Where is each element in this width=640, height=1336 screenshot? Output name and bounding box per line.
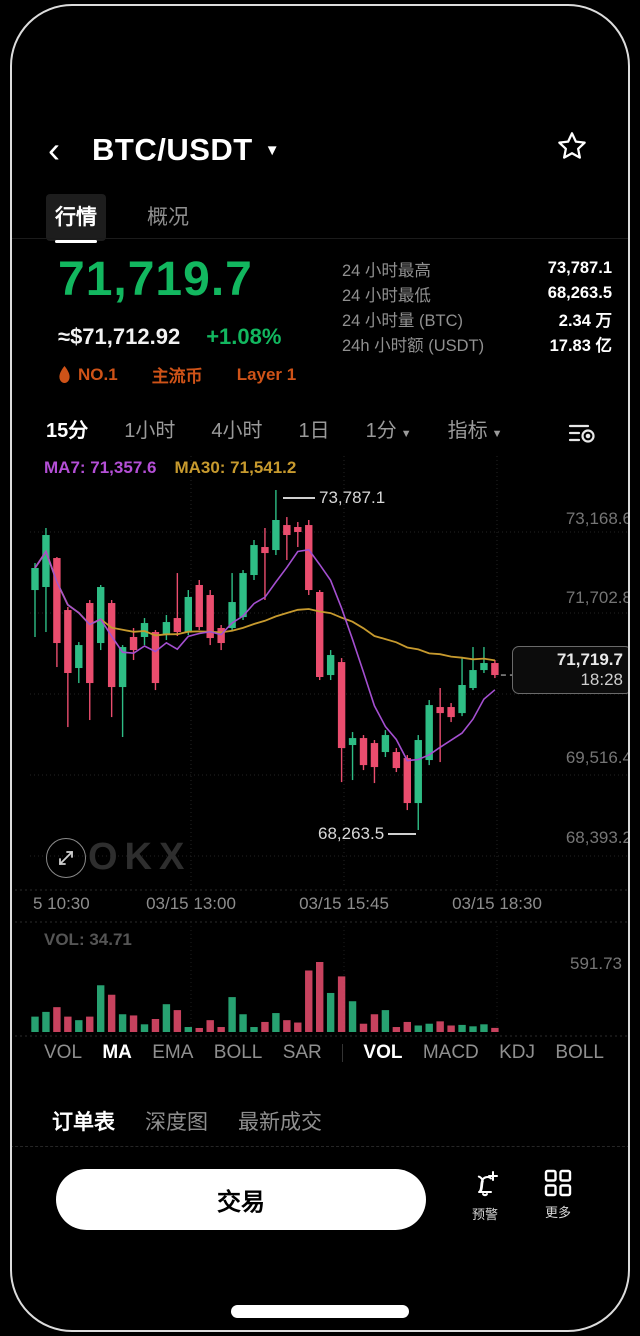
x-axis-label: 03/15 15:45	[299, 894, 389, 914]
tab-深度图[interactable]: 深度图	[145, 1106, 208, 1136]
last-price: 71,719.7	[58, 252, 253, 307]
indicator-ema-2[interactable]: EMA	[152, 1042, 193, 1064]
more-label: 更多	[545, 1202, 571, 1221]
badge-row: NO.1 主流币 Layer 1	[58, 362, 296, 387]
y-axis-label: 68,393.2	[566, 828, 630, 848]
divider	[342, 1044, 343, 1062]
pair-selector[interactable]: BTC/USDT ▼	[92, 132, 280, 168]
stat-row: 24 小时量 (BTC) 2.34 万	[342, 306, 612, 331]
x-axis-label: 03/15 18:30	[452, 894, 542, 914]
stat-row: 24 小时最低 68,263.5	[342, 281, 612, 306]
more-button[interactable]: 更多	[526, 1168, 590, 1221]
stat-value: 17.83 亿	[550, 332, 612, 356]
back-icon[interactable]: ‹	[48, 132, 60, 168]
trade-button[interactable]: 交易	[56, 1169, 426, 1230]
last-price-badge[interactable]: 71,719.7 18:28	[512, 646, 630, 694]
timeframe-1小时[interactable]: 1小时	[124, 414, 175, 443]
candlestick-chart[interactable]	[10, 450, 630, 1040]
high-annotation: 73,787.1	[283, 488, 385, 508]
stat-value: 2.34 万	[559, 307, 612, 331]
tab-订单表[interactable]: 订单表	[52, 1106, 115, 1136]
ma7-label: MA7: 71,357.6	[44, 458, 156, 478]
divider	[10, 1146, 630, 1147]
chevron-down-icon: ▼	[265, 142, 280, 159]
indicator-vol-0[interactable]: VOL	[44, 1042, 82, 1064]
volume-max-label: 591.73	[570, 954, 622, 974]
home-indicator[interactable]	[231, 1305, 409, 1318]
timeframe-4小时[interactable]: 4小时	[211, 414, 262, 443]
timeframe-1分[interactable]: 1分▼	[366, 414, 412, 443]
badge-price: 71,719.7	[521, 650, 623, 670]
page-title: BTC/USDT	[92, 132, 253, 168]
flame-icon	[58, 366, 71, 383]
ma30-label: MA30: 71,541.2	[174, 458, 296, 478]
timeframe-bar: 15分 1小时 4小时 1日 1分▼ 指标▼	[46, 414, 600, 443]
divider	[10, 238, 630, 239]
fiat-price: ≈$71,712.92	[58, 324, 180, 350]
timeframe-1日[interactable]: 1日	[299, 414, 330, 443]
stat-value: 68,263.5	[548, 284, 612, 303]
tab-行情[interactable]: 行情	[46, 194, 106, 241]
token-badge[interactable]: Layer 1	[237, 365, 297, 385]
top-tab-bar: 行情概况	[46, 194, 198, 241]
x-axis-label: 5 10:30	[33, 894, 90, 914]
favorite-star-icon[interactable]	[556, 130, 588, 167]
indicator-kdj-7[interactable]: KDJ	[499, 1042, 535, 1064]
stat-label: 24 小时最低	[342, 282, 431, 306]
token-badge[interactable]: 主流币	[152, 362, 203, 387]
stat-value: 73,787.1	[548, 259, 612, 278]
chevron-down-icon: ▼	[492, 428, 503, 440]
stat-row: 24h 小时额 (USDT) 17.83 亿	[342, 331, 612, 356]
timeframe-指标[interactable]: 指标▼	[448, 414, 503, 443]
okx-watermark: OKX	[88, 836, 191, 879]
timeframe-15分[interactable]: 15分	[46, 414, 88, 443]
fullscreen-expand-icon[interactable]	[46, 838, 86, 878]
token-badge[interactable]: NO.1	[58, 365, 118, 385]
tab-概况[interactable]: 概况	[138, 194, 198, 241]
stat-row: 24 小时最高 73,787.1	[342, 256, 612, 281]
stats-panel: 24 小时最高 73,787.1 24 小时最低 68,263.5 24 小时量 (BT…	[342, 256, 612, 356]
indicator-boll-8[interactable]: BOLL	[555, 1042, 604, 1064]
screen: ‹ BTC/USDT ▼ 行情概况 71,719.7 ≈$71,712.92 +…	[10, 4, 630, 1332]
volume-current-label: VOL: 34.71	[44, 930, 132, 950]
indicator-vol-5[interactable]: VOL	[363, 1042, 402, 1064]
indicator-ma-1[interactable]: MA	[102, 1042, 132, 1064]
stat-label: 24 小时最高	[342, 257, 431, 281]
x-axis-label: 03/15 13:00	[146, 894, 236, 914]
y-axis-label: 73,168.6	[566, 509, 630, 529]
tab-最新成交[interactable]: 最新成交	[238, 1106, 322, 1136]
chart-settings-icon[interactable]	[568, 420, 596, 449]
price-change-percent: +1.08%	[206, 324, 281, 350]
stat-label: 24h 小时额 (USDT)	[342, 332, 484, 356]
bottom-tab-bar: 订单表深度图最新成交	[52, 1106, 322, 1136]
chevron-down-icon: ▼	[401, 428, 412, 440]
indicator-bar: VOL MA EMA BOLL SAR VOL MACD KDJ BOLL	[44, 1042, 604, 1064]
badge-time: 18:28	[521, 670, 623, 690]
y-axis-label: 71,702.8	[566, 588, 630, 608]
y-axis-label: 69,516.4	[566, 748, 630, 768]
indicator-sar-4[interactable]: SAR	[283, 1042, 322, 1064]
indicator-boll-3[interactable]: BOLL	[214, 1042, 263, 1064]
indicator-macd-6[interactable]: MACD	[423, 1042, 479, 1064]
alert-button[interactable]: 预警	[453, 1168, 517, 1223]
low-annotation: 68,263.5	[318, 824, 416, 844]
stat-label: 24 小时量 (BTC)	[342, 307, 463, 331]
alert-label: 预警	[472, 1204, 498, 1223]
phone-frame: ‹ BTC/USDT ▼ 行情概况 71,719.7 ≈$71,712.92 +…	[10, 4, 630, 1332]
